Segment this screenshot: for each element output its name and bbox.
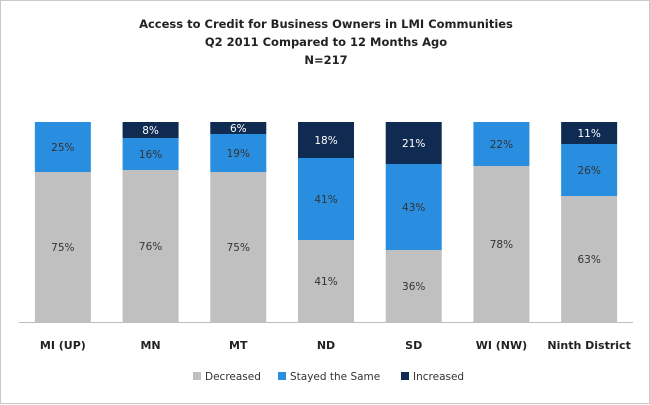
bar-segment xyxy=(210,122,267,134)
data-label: 19% xyxy=(227,148,250,160)
legend-swatch xyxy=(278,372,286,380)
data-label: 22% xyxy=(490,139,513,151)
data-label: 41% xyxy=(314,276,337,288)
data-label: 76% xyxy=(139,241,162,253)
data-label: 11% xyxy=(577,128,600,140)
bar-segment xyxy=(385,122,442,164)
x-tick-label: Ninth District xyxy=(547,339,630,352)
data-label: 21% xyxy=(402,138,425,150)
bar-segment xyxy=(34,172,91,322)
bar-segment xyxy=(122,170,179,322)
bar-segment xyxy=(473,166,530,322)
bar-segment xyxy=(298,240,354,322)
data-label: 78% xyxy=(490,239,513,251)
data-label: 6% xyxy=(230,123,247,135)
bar-segment xyxy=(561,144,618,196)
bar-segment xyxy=(473,122,530,166)
bar-segment xyxy=(34,122,91,172)
legend-swatch xyxy=(193,372,201,380)
data-label: 63% xyxy=(577,254,600,266)
bar-segment xyxy=(385,250,442,322)
x-tick-label: MT xyxy=(229,339,248,352)
bar-segment xyxy=(385,164,442,250)
legend-label: Stayed the Same xyxy=(290,371,380,383)
chart-title-line-2: Q2 2011 Compared to 12 Months Ago xyxy=(204,35,448,49)
data-label: 36% xyxy=(402,281,425,293)
x-tick-label: SD xyxy=(405,339,422,352)
data-label: 43% xyxy=(402,202,425,214)
x-tick-label: WI (NW) xyxy=(476,339,527,352)
bar-segment xyxy=(122,122,179,138)
bar-segment xyxy=(210,134,267,172)
data-label: 75% xyxy=(51,242,74,254)
data-label: 75% xyxy=(227,242,250,254)
x-tick-label: MN xyxy=(140,339,160,352)
data-label: 26% xyxy=(577,165,600,177)
data-label: 18% xyxy=(314,135,337,147)
bar-segment xyxy=(298,122,354,158)
data-label: 41% xyxy=(314,194,337,206)
bar-segment xyxy=(298,158,354,240)
bar-segment xyxy=(561,122,618,144)
bar-segment xyxy=(210,172,267,322)
x-tick-label: ND xyxy=(317,339,335,352)
legend-swatch xyxy=(401,372,409,380)
x-tick-label: MI (UP) xyxy=(40,339,86,352)
data-label: 25% xyxy=(51,142,74,154)
legend-label: Increased xyxy=(413,371,464,383)
bar-segment xyxy=(122,138,179,170)
chart-title-line-3: N=217 xyxy=(304,53,348,67)
bar-segment xyxy=(561,196,618,322)
data-label: 8% xyxy=(142,125,159,137)
chart-title-line-1: Access to Credit for Business Owners in … xyxy=(139,17,513,31)
data-label: 16% xyxy=(139,149,162,161)
legend-label: Decreased xyxy=(205,371,261,383)
